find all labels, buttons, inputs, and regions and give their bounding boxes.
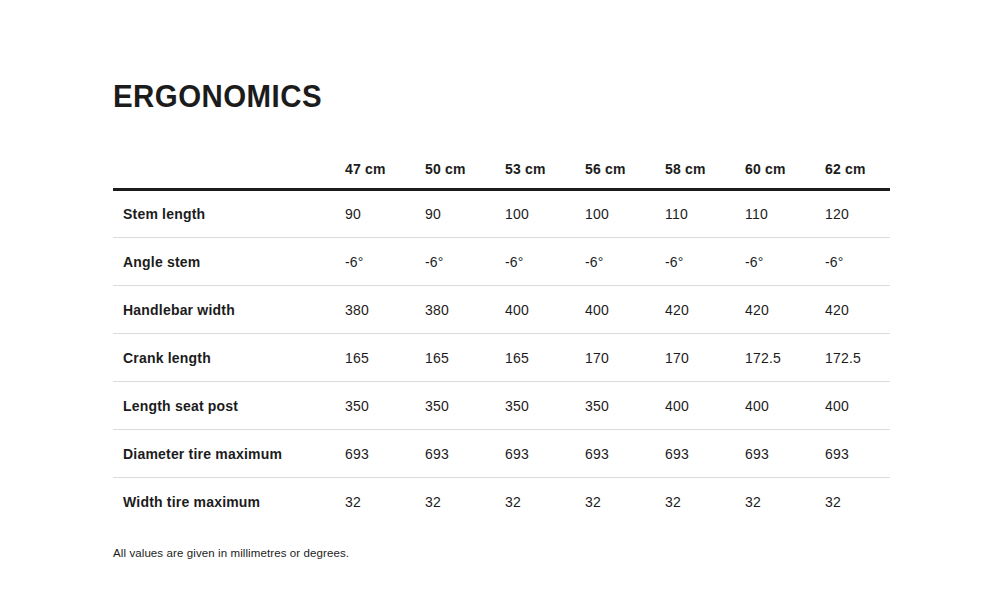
table-row-crank-length: Crank length 165 165 165 170 170 172.5 1…	[113, 334, 890, 382]
corner-cell	[113, 150, 345, 190]
table-cell: 120	[825, 190, 890, 238]
row-label: Angle stem	[113, 238, 345, 286]
column-header-60cm: 60 cm	[745, 150, 825, 190]
row-label: Diameter tire maximum	[113, 430, 345, 478]
table-cell: 400	[665, 382, 745, 430]
table-cell: 420	[665, 286, 745, 334]
column-header-50cm: 50 cm	[425, 150, 505, 190]
page-title: ERGONOMICS	[113, 80, 929, 112]
table-cell: 350	[585, 382, 665, 430]
column-header-53cm: 53 cm	[505, 150, 585, 190]
table-cell: 172.5	[825, 334, 890, 382]
table-cell: 100	[505, 190, 585, 238]
table-cell: 32	[345, 478, 425, 526]
table-cell: -6°	[345, 238, 425, 286]
table-cell: 172.5	[745, 334, 825, 382]
table-cell: 32	[585, 478, 665, 526]
table-cell: 420	[825, 286, 890, 334]
table-footnote: All values are given in millimetres or d…	[113, 547, 1000, 559]
table-cell: 165	[345, 334, 425, 382]
column-header-56cm: 56 cm	[585, 150, 665, 190]
ergonomics-section: ERGONOMICS 47 cm 50 cm 53 cm 56 cm 58 cm…	[0, 0, 1000, 559]
table-cell: 400	[585, 286, 665, 334]
table-cell: 165	[425, 334, 505, 382]
table-cell: 693	[825, 430, 890, 478]
table-cell: -6°	[825, 238, 890, 286]
table-cell: 110	[745, 190, 825, 238]
table-row-length-seat-post: Length seat post 350 350 350 350 400 400…	[113, 382, 890, 430]
table-cell: 165	[505, 334, 585, 382]
table-cell: -6°	[745, 238, 825, 286]
table-cell: -6°	[505, 238, 585, 286]
table-cell: 32	[745, 478, 825, 526]
table-cell: 693	[665, 430, 745, 478]
row-label: Handlebar width	[113, 286, 345, 334]
table-cell: 100	[585, 190, 665, 238]
table-cell: 350	[505, 382, 585, 430]
table-cell: 380	[345, 286, 425, 334]
table-cell: 32	[825, 478, 890, 526]
table-cell: 693	[505, 430, 585, 478]
table-header-row: 47 cm 50 cm 53 cm 56 cm 58 cm 60 cm 62 c…	[113, 150, 890, 190]
table-cell: 350	[425, 382, 505, 430]
row-label: Width tire maximum	[113, 478, 345, 526]
table-cell: 693	[585, 430, 665, 478]
table-row-diameter-tire-maximum: Diameter tire maximum 693 693 693 693 69…	[113, 430, 890, 478]
table-cell: 400	[505, 286, 585, 334]
table-cell: 90	[425, 190, 505, 238]
table-cell: -6°	[665, 238, 745, 286]
table-cell: 420	[745, 286, 825, 334]
table-row-width-tire-maximum: Width tire maximum 32 32 32 32 32 32 32	[113, 478, 890, 526]
table-cell: 693	[425, 430, 505, 478]
table-cell: 400	[745, 382, 825, 430]
table-row-handlebar-width: Handlebar width 380 380 400 400 420 420 …	[113, 286, 890, 334]
table-cell: 32	[665, 478, 745, 526]
table-cell: 350	[345, 382, 425, 430]
row-label: Crank length	[113, 334, 345, 382]
table-cell: 32	[505, 478, 585, 526]
table-cell: 693	[345, 430, 425, 478]
ergonomics-table: 47 cm 50 cm 53 cm 56 cm 58 cm 60 cm 62 c…	[113, 150, 890, 526]
table-cell: 400	[825, 382, 890, 430]
row-label: Length seat post	[113, 382, 345, 430]
table-cell: -6°	[425, 238, 505, 286]
table-cell: 110	[665, 190, 745, 238]
table-cell: 380	[425, 286, 505, 334]
table-cell: 693	[745, 430, 825, 478]
table-cell: -6°	[585, 238, 665, 286]
row-label: Stem length	[113, 190, 345, 238]
column-header-62cm: 62 cm	[825, 150, 890, 190]
table-row-angle-stem: Angle stem -6° -6° -6° -6° -6° -6° -6°	[113, 238, 890, 286]
column-header-58cm: 58 cm	[665, 150, 745, 190]
table-cell: 32	[425, 478, 505, 526]
table-cell: 90	[345, 190, 425, 238]
table-cell: 170	[665, 334, 745, 382]
column-header-47cm: 47 cm	[345, 150, 425, 190]
table-cell: 170	[585, 334, 665, 382]
table-row-stem-length: Stem length 90 90 100 100 110 110 120	[113, 190, 890, 238]
